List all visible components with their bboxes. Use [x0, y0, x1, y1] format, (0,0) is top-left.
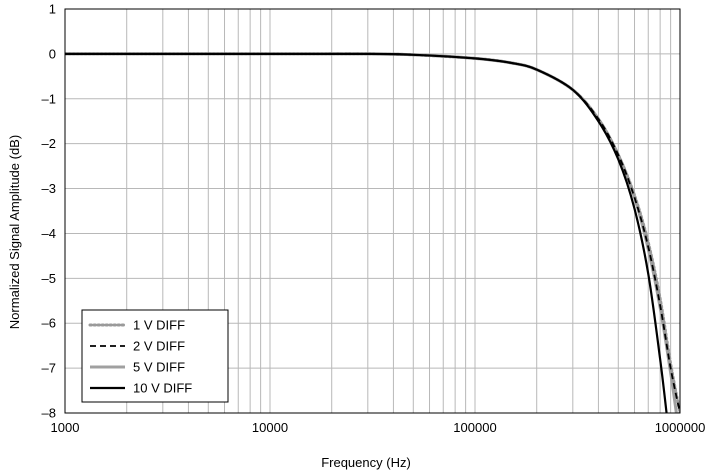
tick-labels: 1000 10000 100000 1000000 1 0 –1 –2 –3 –4 –5 –6 –7 –8	[42, 2, 706, 436]
legend: 1 V DIFF 2 V DIFF 5 V DIFF 10 V DIFF	[81, 309, 229, 403]
y-axis-title: Normalized Signal Amplitude (dB)	[7, 135, 22, 329]
y-tick-label: –8	[42, 406, 56, 421]
plot-frame	[64, 8, 681, 414]
x-tick-label: 1000	[51, 420, 80, 435]
series-line-10-v-diff	[65, 52, 668, 413]
x-tick-label: 100000	[453, 420, 496, 435]
y-tick-label: –1	[42, 91, 56, 106]
legend-label: 1 V DIFF	[133, 318, 185, 333]
y-tick-label: –4	[42, 226, 56, 241]
y-tick-label: –5	[42, 271, 56, 286]
y-tick-label: –2	[42, 136, 56, 151]
legend-label: 10 V DIFF	[133, 381, 192, 396]
y-tick-label: 0	[49, 46, 56, 61]
y-tick-label: 1	[49, 2, 56, 17]
y-tick-label: –3	[42, 181, 56, 196]
x-tick-label: 10000	[252, 420, 288, 435]
legend-label: 5 V DIFF	[133, 360, 185, 375]
x-axis-title: Frequency (Hz)	[321, 455, 411, 470]
legend-label: 2 V DIFF	[133, 339, 185, 354]
y-tick-label: –6	[42, 316, 56, 331]
x-tick-label: 1000000	[655, 420, 706, 435]
y-tick-label: –7	[42, 361, 56, 376]
grid	[65, 9, 680, 413]
series-lines	[65, 52, 680, 413]
